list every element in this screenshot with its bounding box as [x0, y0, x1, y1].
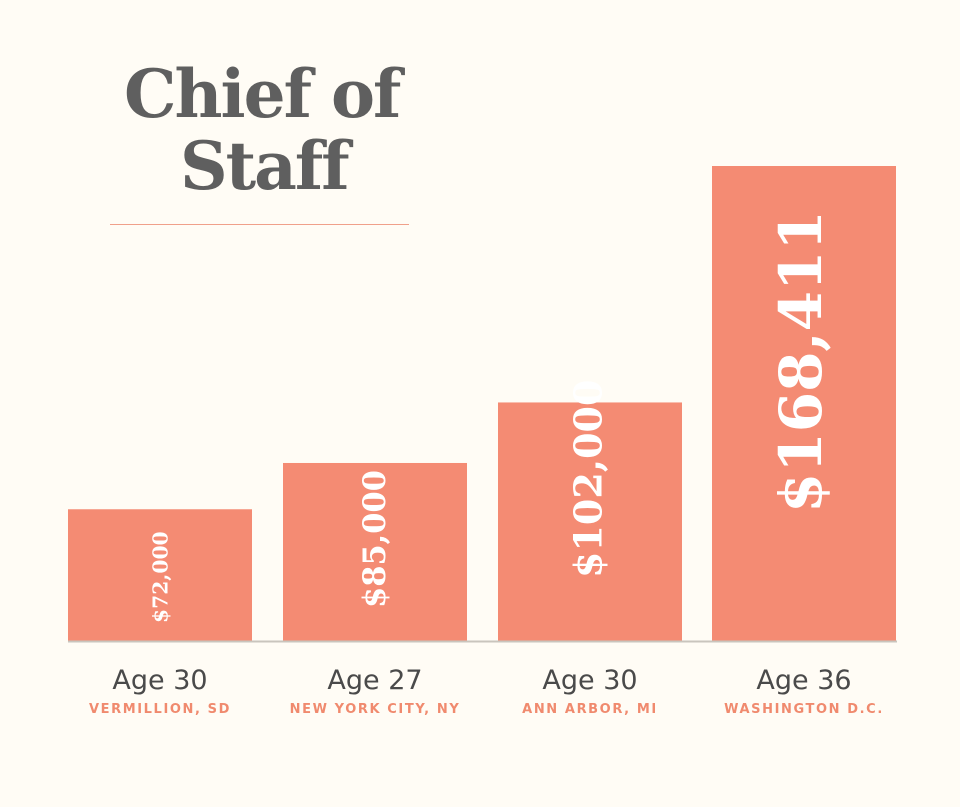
category-sublabel-1: VERMILLION, SD — [89, 702, 231, 717]
chart-title: Chief of Staff — [110, 58, 410, 202]
bar-1 — [68, 509, 252, 641]
bar-value-label-4: $168,411 — [767, 210, 835, 513]
title-divider — [110, 224, 409, 225]
title-line-1: Chief of — [124, 55, 401, 133]
bar-4 — [712, 166, 896, 641]
bar-3 — [498, 402, 682, 641]
bar-value-label-1: $72,000 — [149, 531, 173, 623]
category-label-1: Age 30 — [112, 665, 207, 696]
bar-value-label-2: $85,000 — [357, 470, 393, 608]
category-sublabel-4: WASHINGTON D.C. — [724, 702, 884, 717]
title-line-2: Staff — [180, 127, 350, 205]
category-label-4: Age 36 — [756, 665, 851, 696]
category-label-3: Age 30 — [542, 665, 637, 696]
category-sublabel-3: ANN ARBOR, MI — [522, 702, 658, 717]
category-label-2: Age 27 — [327, 665, 422, 696]
bar-value-label-3: $102,000 — [566, 380, 611, 578]
bar-2 — [283, 462, 467, 641]
category-sublabel-2: NEW YORK CITY, NY — [290, 702, 461, 717]
